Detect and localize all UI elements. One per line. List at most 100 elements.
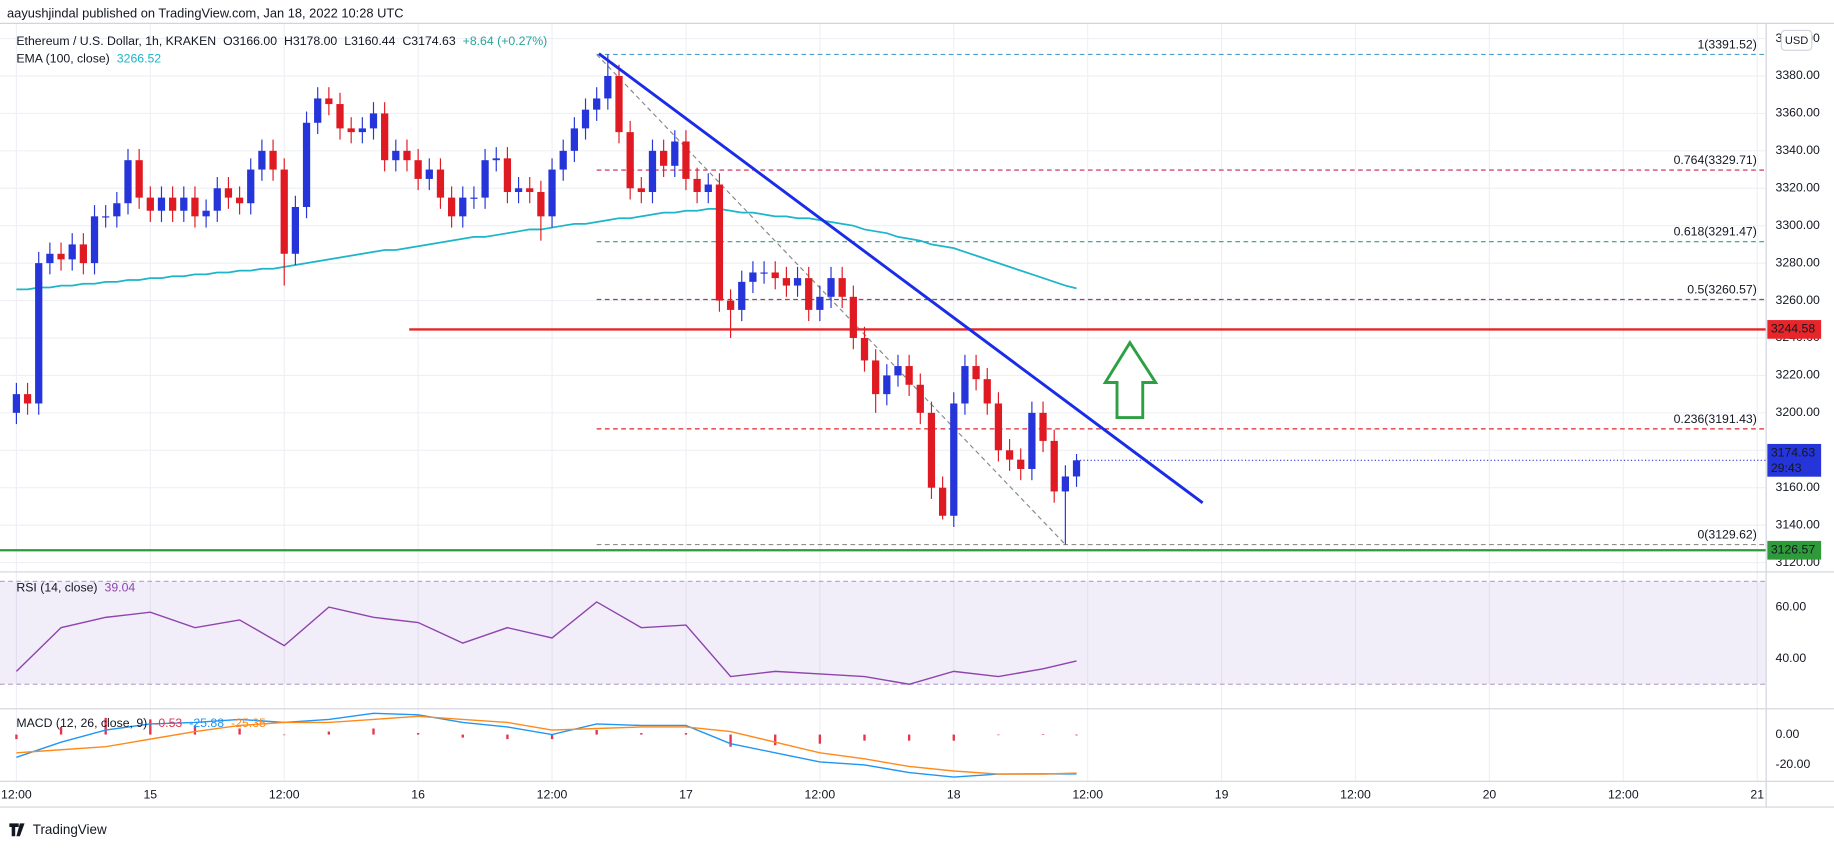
macd-histogram-bar [863,734,866,741]
candle-body [860,337,869,361]
candle-body [180,197,188,211]
x-tick-label: 12:00 [1072,788,1103,802]
ohlc: H3178.00 [284,34,337,48]
plot: 1(3391.52) 0.764(3329.71) 0.618(3291.47) 0.… [0,37,1767,778]
candle-body [559,150,567,170]
currency-button[interactable] [1780,29,1813,51]
candle-body [1039,412,1047,441]
candle-body [1050,440,1058,492]
candle-body [269,150,277,170]
currency-label[interactable]: USD [1785,35,1808,47]
y-tick-label: 3200.00 [1776,405,1821,419]
macd-histogram-bar [238,728,241,735]
candle-body [102,216,110,218]
logo-icon [9,823,25,837]
macd-histogram-bar [818,734,822,744]
candle-body [436,169,445,198]
fib-label: 0.764(3329.71) [1674,153,1757,167]
candle-body [235,197,244,204]
candle-body [1005,450,1014,460]
candle-body [1017,459,1025,469]
candle-body [827,278,835,297]
macd-line [16,712,1077,778]
ema-name: EMA (100, close) [16,52,109,66]
axes: 12:00 15 12:00 16 12:00 17 12:00 18 12:00 19 12:00… [1,31,1822,802]
ohlc: C3174.63 [402,34,455,48]
x-tick-label: 12:00 [269,788,300,802]
candle-body [358,128,366,133]
fib-label: 1(3391.52) [1697,37,1756,51]
candle-body [191,197,199,217]
rsi-name: RSI (14, close) [16,581,97,595]
ohlc: O3166.00 [223,34,277,48]
macd-histogram-bar [149,719,152,735]
x-tick-label: 12:00 [1608,788,1639,802]
macd-histogram-bar [907,734,911,741]
macd-histogram-bar [595,730,598,735]
candle-body [782,278,791,286]
macd-histogram-bar [416,733,420,735]
macd-histogram-bar [193,725,197,735]
candle-body [291,206,300,254]
ema-line [16,207,1077,291]
x-tick-label: 18 [947,788,961,802]
macd-histogram-bar [104,717,107,735]
candle-body [894,366,902,376]
candle-body [369,113,378,129]
candle-body [381,113,389,161]
candle-body [704,184,712,193]
fib-label: 0.5(3260.57) [1687,282,1757,296]
candle-body [425,169,433,179]
candle-body [447,197,456,217]
x-tick-label: 17 [679,788,693,802]
rsi-value: 39.04 [105,581,136,595]
price-label: 3126.57 [1771,543,1816,557]
candle-body [693,178,701,193]
y-tick-label: 40.00 [1776,651,1807,665]
macd-name: MACD (12, 26, close, 9) [16,716,147,730]
candle-body [347,128,355,133]
symbol: Ethereum / U.S. Dollar, 1h, KRAKEN [16,34,216,48]
candle-body [46,253,54,264]
candle-body [883,375,891,395]
candle-body [961,366,969,404]
candle-body [146,197,154,211]
macd-histogram-bar [59,726,63,735]
candle-body [124,160,132,204]
candle-body [626,132,634,189]
fib-label: 0(3129.62) [1697,527,1756,541]
y-tick-label: 3320.00 [1776,181,1821,195]
candle-body [660,150,668,166]
candle-body [916,384,924,413]
x-tick-label: 20 [1483,788,1497,802]
candle-body [816,296,824,310]
candle-body [157,197,166,211]
macd-histogram-bar [283,734,286,736]
macd-histogram-bar [327,731,331,735]
candle-body [726,300,735,310]
x-tick-label: 12:00 [1340,788,1371,802]
candle-body [983,379,991,404]
candle-body [1061,476,1069,492]
y-tick-label: -20.00 [1776,757,1811,771]
candle-body [749,272,757,282]
last-price: 3174.63 [1771,446,1816,460]
x-tick-label: 12:00 [537,788,568,802]
trendline [598,52,1204,505]
candle-body [715,184,724,301]
signal-value: -25.35 [231,716,266,730]
candle-body [314,98,322,123]
macd-hist-value: -0.53 [154,716,182,730]
candle-body [581,109,590,129]
macd-histogram-bar [461,734,464,738]
candle-body [771,272,779,279]
y-tick-label: 0.00 [1776,727,1800,741]
price-label: 3244.58 [1771,322,1816,336]
y-tick-label: 60.00 [1776,599,1807,613]
macd-histogram-bar [1075,734,1078,736]
change: +8.64 (+0.27%) [463,34,548,48]
candle-body [135,160,143,198]
candle-body [994,403,1003,451]
